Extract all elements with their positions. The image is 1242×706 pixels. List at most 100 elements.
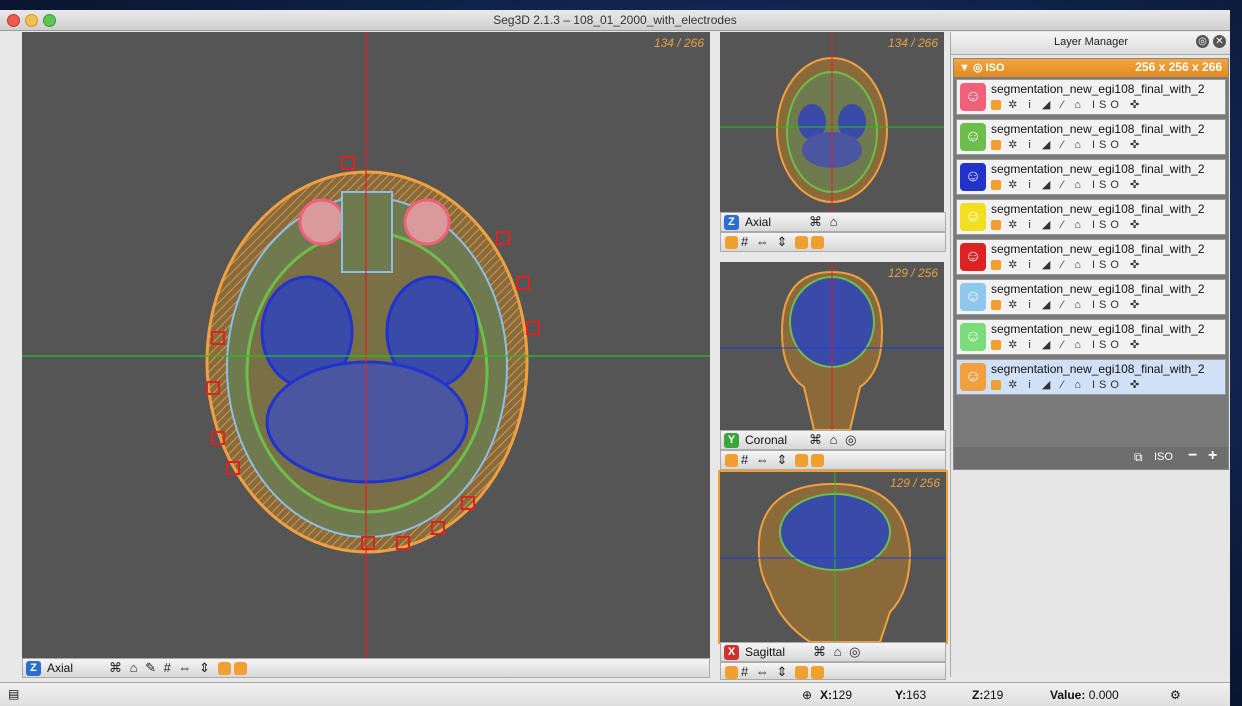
float-panel-icon[interactable]: ◎: [1196, 35, 1209, 48]
z-axis-badge[interactable]: Z: [724, 215, 739, 230]
x-axis-badge[interactable]: X: [724, 645, 739, 660]
layer-manager-title: Layer Manager: [1054, 36, 1128, 48]
z-value: 219: [983, 688, 1004, 702]
layer-group-header[interactable]: ▼ ◎ ISO 256 x 256 x 266: [954, 59, 1228, 77]
group-label: ▼ ◎ ISO: [959, 62, 1005, 74]
mask-icon[interactable]: ☺: [960, 163, 986, 191]
layer-tool-icons[interactable]: ✲ i ◢ ⁄ ⌂ ISO ✜: [991, 378, 1143, 391]
layer-tool-icons[interactable]: ✲ i ◢ ⁄ ⌂ ISO ✜: [991, 338, 1143, 351]
slice-number: 129 / 256: [889, 476, 940, 490]
settings-icon[interactable]: ⚙: [1170, 688, 1181, 702]
layer-item[interactable]: ☺ segmentation_new_egi108_final_with_2 ✲ …: [956, 119, 1226, 155]
viewer-tool-icons[interactable]: ⌘ ⌂ ✎ # ⇔ ⇕: [109, 660, 250, 676]
viewer-tool-icons[interactable]: ⌘ ⌂: [809, 214, 840, 229]
value-label: Value:: [1050, 688, 1086, 702]
slice-number: 134 / 266: [887, 36, 938, 50]
mask-icon[interactable]: ☺: [960, 363, 986, 391]
axial-slice-image: [22, 32, 710, 658]
layer-item[interactable]: ☺ segmentation_new_egi108_final_with_2 ✲ …: [956, 239, 1226, 275]
z-label: Z:: [972, 688, 984, 702]
layer-item[interactable]: ☺ segmentation_new_egi108_final_with_2 ✲ …: [956, 79, 1226, 115]
layer-name: segmentation_new_egi108_final_with_2: [991, 242, 1205, 256]
zoom-window-button[interactable]: [43, 14, 56, 27]
axial-thumb-image: [720, 32, 944, 212]
viewer-name[interactable]: Sagittal: [745, 645, 786, 659]
group-dimensions: 256 x 256 x 266: [1135, 60, 1222, 74]
minimize-window-button[interactable]: [25, 14, 38, 27]
close-window-button[interactable]: [7, 14, 20, 27]
layer-item[interactable]: ☺ segmentation_new_egi108_final_with_2 ✲ …: [956, 279, 1226, 315]
layer-item[interactable]: ☺ segmentation_new_egi108_final_with_2 ✲ …: [956, 159, 1226, 195]
main-axial-viewer[interactable]: 134 / 266: [22, 32, 710, 658]
layer-group-footer: ⧉ ISO − +: [954, 447, 1228, 469]
remove-layer-icon[interactable]: −: [1188, 447, 1198, 464]
sagittal-thumb-image: [720, 472, 946, 642]
layer-tool-icons[interactable]: ✲ i ◢ ⁄ ⌂ ISO ✜: [991, 298, 1143, 311]
layer-manager-header: Layer Manager ◎ ✕: [951, 32, 1230, 55]
sagittal-viewer-toolbar: X Sagittal ⌘ ⌂ ◎: [720, 642, 946, 662]
close-panel-icon[interactable]: ✕: [1213, 35, 1226, 48]
layer-name: segmentation_new_egi108_final_with_2: [991, 122, 1205, 136]
layer-group: ▼ ◎ ISO 256 x 256 x 266 ☺ segmentation_ne…: [953, 58, 1229, 470]
layer-tool-icons[interactable]: ✲ i ◢ ⁄ ⌂ ISO ✜: [991, 178, 1143, 191]
coronal-viewer[interactable]: 129 / 256: [720, 262, 944, 430]
layer-name: segmentation_new_egi108_final_with_2: [991, 82, 1205, 96]
layer-tool-icons[interactable]: ✲ i ◢ ⁄ ⌂ ISO ✜: [991, 138, 1143, 151]
overlay-icon: [233, 662, 247, 676]
value-readout: 0.000: [1088, 688, 1119, 702]
layer-name: segmentation_new_egi108_final_with_2: [991, 282, 1205, 296]
globe-icon[interactable]: ⊕: [802, 688, 813, 702]
sagittal-viewer[interactable]: 129 / 256: [718, 470, 948, 644]
app-window: Seg3D 2.1.3 – 108_01_2000_with_electrode…: [0, 10, 1230, 706]
viewer-tool-icons[interactable]: ⌘ ⌂ ◎: [813, 644, 863, 659]
mask-icon[interactable]: ☺: [960, 123, 986, 151]
layer-item[interactable]: ☺ segmentation_new_egi108_final_with_2 ✲ …: [956, 199, 1226, 235]
viewer-name[interactable]: Axial: [47, 661, 74, 675]
layer-item[interactable]: ☺ segmentation_new_egi108_final_with_2 ✲ …: [956, 359, 1226, 395]
z-axis-badge[interactable]: Z: [26, 661, 41, 676]
mask-icon[interactable]: ☺: [960, 83, 986, 111]
layer-manager-panel: Layer Manager ◎ ✕ ▼ ◎ ISO 256 x 256 x 26…: [950, 32, 1230, 677]
y-axis-badge[interactable]: Y: [724, 433, 739, 448]
viewer-name[interactable]: Axial: [745, 215, 772, 229]
viewer-tool-icons[interactable]: # ⇔ ⇕: [725, 664, 827, 680]
coronal-viewer-toolbar-2: # ⇔ ⇕: [720, 450, 946, 470]
layer-name: segmentation_new_egi108_final_with_2: [991, 202, 1205, 216]
axial-viewer[interactable]: 134 / 266: [720, 32, 944, 212]
slice-number: 129 / 256: [887, 266, 938, 280]
layer-name: segmentation_new_egi108_final_with_2: [991, 322, 1205, 336]
viewer-tool-icons[interactable]: # ⇔ ⇕: [725, 452, 827, 468]
coronal-thumb-image: [720, 262, 944, 430]
mask-icon[interactable]: ☺: [960, 203, 986, 231]
x-label: X:: [820, 688, 832, 702]
duplicate-layer-icon[interactable]: ⧉: [1134, 450, 1143, 464]
viewer-name[interactable]: Coronal: [745, 433, 788, 447]
layer-name: segmentation_new_egi108_final_with_2: [991, 362, 1205, 376]
layer-name: segmentation_new_egi108_final_with_2: [991, 162, 1205, 176]
axial-viewer-toolbar-2: # ⇔ ⇕: [720, 232, 946, 252]
layer-tool-icons[interactable]: ✲ i ◢ ⁄ ⌂ ISO ✜: [991, 98, 1143, 111]
viewer-tool-icons[interactable]: # ⇔ ⇕: [725, 234, 827, 250]
picking-icon: [217, 662, 231, 676]
layer-item[interactable]: ☺ segmentation_new_egi108_final_with_2 ✲ …: [956, 319, 1226, 355]
main-viewer-toolbar: Z Axial ⌘ ⌂ ✎ # ⇔ ⇕: [22, 658, 710, 678]
title-bar: Seg3D 2.1.3 – 108_01_2000_with_electrode…: [0, 10, 1230, 31]
layer-tool-icons[interactable]: ✲ i ◢ ⁄ ⌂ ISO ✜: [991, 258, 1143, 271]
add-layer-icon[interactable]: +: [1208, 447, 1218, 464]
axial-viewer-toolbar: Z Axial ⌘ ⌂: [720, 212, 946, 232]
window-title: Seg3D 2.1.3 – 108_01_2000_with_electrode…: [493, 13, 737, 27]
document-icon[interactable]: ▤: [8, 687, 20, 701]
mask-icon[interactable]: ☺: [960, 283, 986, 311]
x-value: 129: [832, 688, 853, 702]
y-value: 163: [906, 688, 927, 702]
status-bar: ▤ ⊕ X:129 Y:163 Z:219 Value: 0.000 ⚙: [0, 682, 1230, 706]
viewer-tool-icons[interactable]: ⌘ ⌂ ◎: [809, 432, 859, 447]
sagittal-viewer-toolbar-2: # ⇔ ⇕: [720, 662, 946, 680]
slice-number: 134 / 266: [653, 36, 704, 50]
y-label: Y:: [895, 688, 907, 702]
mask-icon[interactable]: ☺: [960, 243, 986, 271]
mask-icon[interactable]: ☺: [960, 323, 986, 351]
coronal-viewer-toolbar: Y Coronal ⌘ ⌂ ◎: [720, 430, 946, 450]
iso-button[interactable]: ISO: [1154, 451, 1173, 463]
layer-tool-icons[interactable]: ✲ i ◢ ⁄ ⌂ ISO ✜: [991, 218, 1143, 231]
